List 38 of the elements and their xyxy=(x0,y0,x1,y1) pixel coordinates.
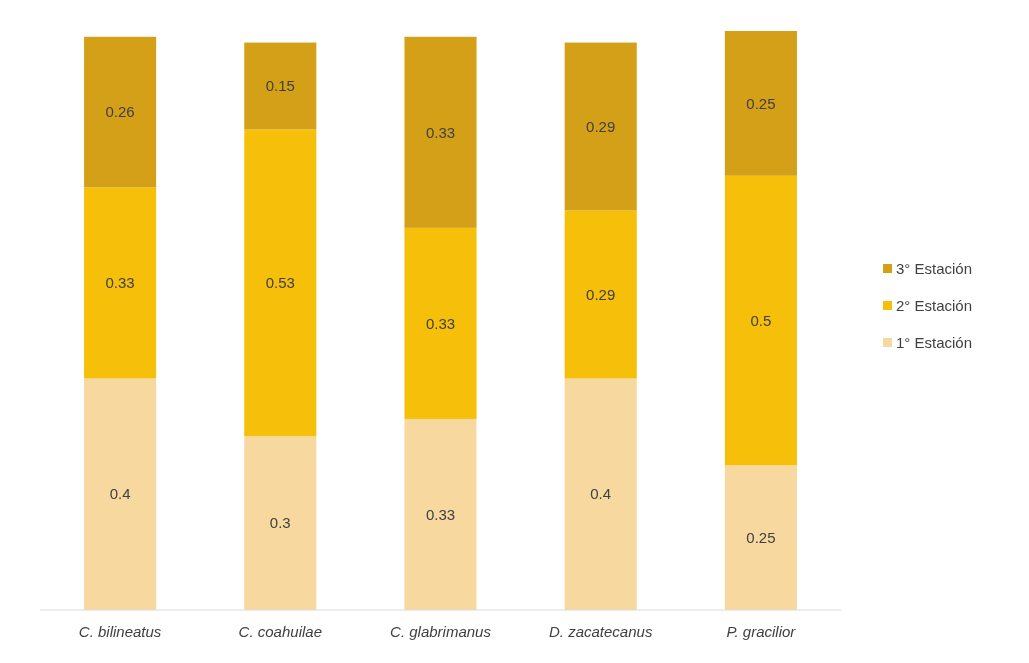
data-label: 0.15 xyxy=(265,77,295,95)
x-tick-label: C. coahuilae xyxy=(238,623,322,640)
bar xyxy=(244,436,317,610)
bar xyxy=(564,378,637,610)
data-label: 0.53 xyxy=(265,274,295,292)
x-tick-label: P. gracilior xyxy=(726,623,797,640)
legend-label: 1° Estación xyxy=(896,334,973,352)
x-tick-label: C. bilineatus xyxy=(78,623,162,640)
data-label: 0.3 xyxy=(269,514,291,532)
data-label: 0.29 xyxy=(586,285,616,303)
data-label: 0.33 xyxy=(425,123,456,141)
bar xyxy=(404,418,477,610)
bar xyxy=(724,465,797,610)
bar xyxy=(564,210,637,379)
x-tick-label: C. glabrimanus xyxy=(390,623,492,640)
data-label: 0.33 xyxy=(425,505,456,523)
data-label: 0.25 xyxy=(746,528,776,546)
bar xyxy=(724,175,797,466)
data-label: 0.4 xyxy=(590,485,612,503)
bar xyxy=(724,31,797,176)
bar xyxy=(84,378,157,610)
legend-label: 3° Estación xyxy=(896,260,973,278)
data-label: 0.26 xyxy=(105,103,135,121)
data-label: 0.33 xyxy=(425,314,456,332)
bar xyxy=(244,129,317,437)
data-label: 0.4 xyxy=(109,485,131,503)
bar xyxy=(404,227,477,419)
bar xyxy=(84,187,157,379)
legend-label: 2° Estación xyxy=(896,297,973,315)
data-label: 0.25 xyxy=(746,94,776,112)
data-label: 0.29 xyxy=(586,117,616,135)
bar xyxy=(404,36,477,228)
bar xyxy=(564,42,637,211)
data-label: 0.5 xyxy=(750,311,772,329)
bar xyxy=(244,42,317,130)
x-tick-label: D. zacatecanus xyxy=(549,623,653,640)
data-label: 0.33 xyxy=(105,274,135,292)
bar xyxy=(84,36,157,188)
